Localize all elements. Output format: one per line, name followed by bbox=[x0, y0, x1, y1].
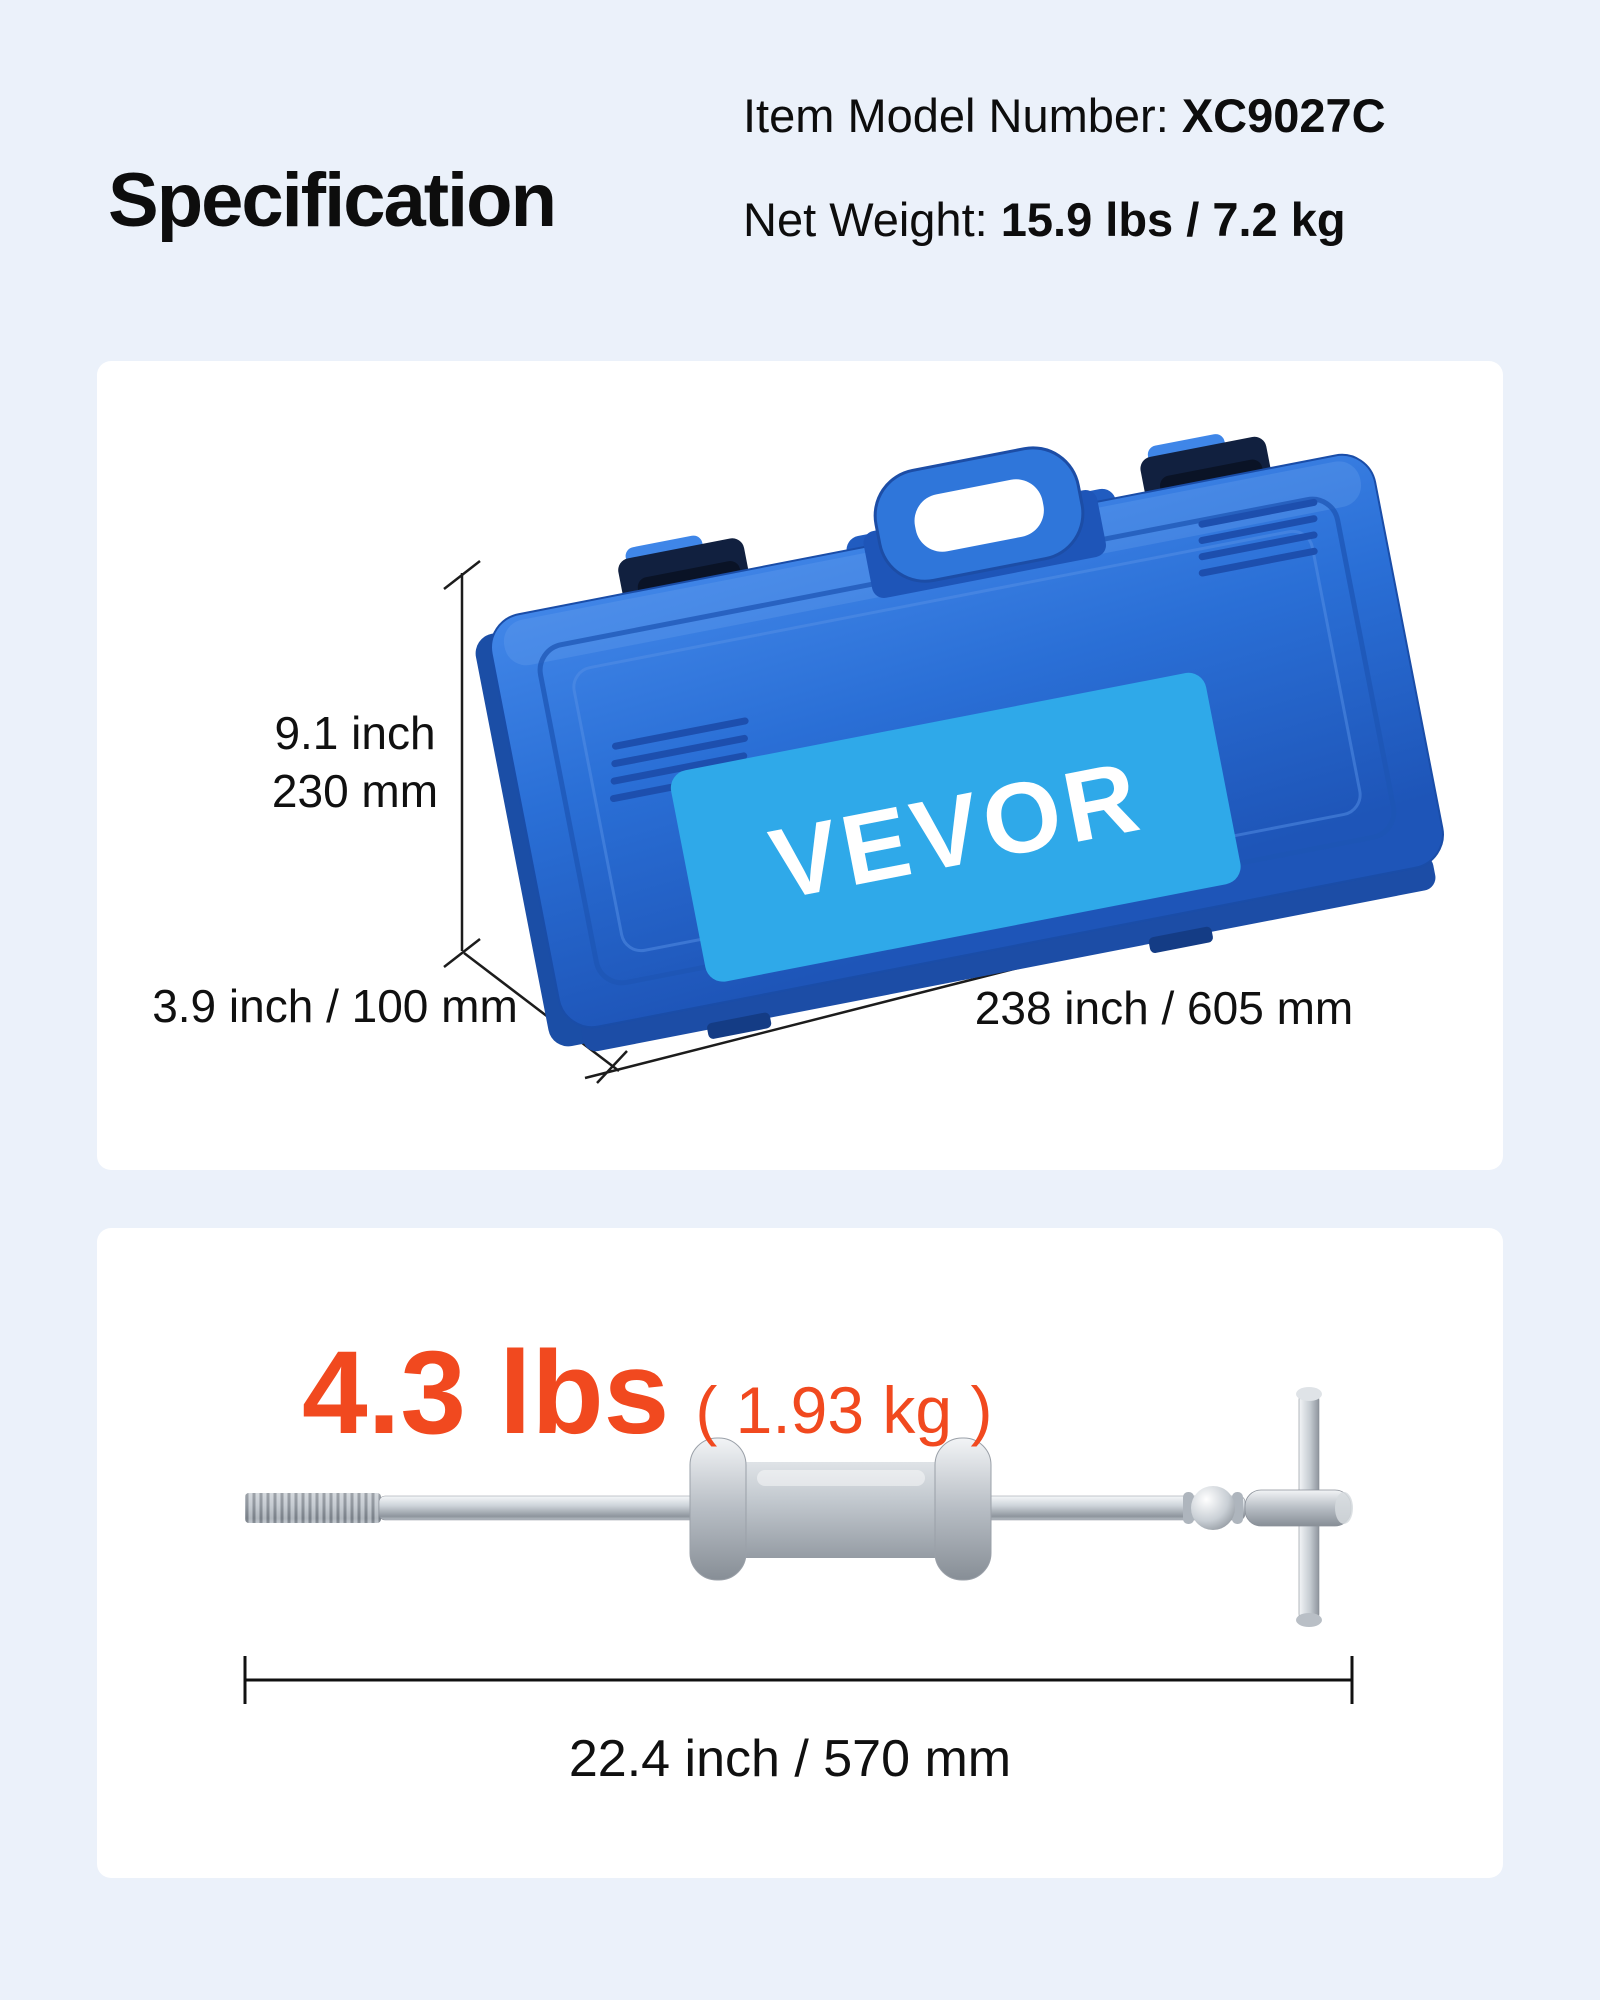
depth-dim-label: 3.9 inch / 100 mm bbox=[152, 980, 518, 1032]
vent-slots-right bbox=[1198, 498, 1318, 577]
model-number-value: XC9027C bbox=[1181, 89, 1386, 142]
depth-dim-tick bbox=[596, 1050, 628, 1084]
ball-joint bbox=[1191, 1486, 1235, 1530]
page-title: Specification bbox=[108, 157, 557, 243]
height-dim-label-mm: 230 mm bbox=[272, 765, 438, 817]
width-dim-label: 238 inch / 605 mm bbox=[975, 982, 1353, 1034]
net-weight-line: Net Weight: 15.9 lbs / 7.2 kg bbox=[743, 194, 1346, 246]
sleeve-end-cap bbox=[1335, 1492, 1353, 1524]
net-weight-value: 15.9 lbs / 7.2 kg bbox=[1000, 193, 1346, 246]
case-foot bbox=[707, 1012, 772, 1039]
hammer-flange-left bbox=[689, 1437, 747, 1581]
tool-case-illustration: VEVOR bbox=[475, 434, 1444, 1052]
hammer-weight-highlight bbox=[757, 1470, 925, 1486]
brand-panel bbox=[670, 672, 1241, 982]
handle-hole bbox=[914, 479, 1044, 552]
weight-callout: 4.3 lbs ( 1.93 kg ) bbox=[302, 1334, 992, 1452]
slide-hammer-illustration bbox=[245, 1387, 1353, 1627]
model-number-line: Item Model Number: XC9027C bbox=[743, 90, 1386, 142]
model-number-label: Item Model Number: bbox=[743, 89, 1182, 142]
weight-lbs-value: 4.3 lbs bbox=[302, 1327, 670, 1459]
depth-dim-line bbox=[463, 952, 620, 1072]
weight-kg-value: ( 1.93 kg ) bbox=[695, 1373, 993, 1447]
t-handle-cap-top bbox=[1296, 1387, 1322, 1401]
length-dim-lines bbox=[243, 1656, 1354, 1704]
height-dim-tick-bottom bbox=[443, 938, 481, 968]
tool-spec-card: 22.4 inch / 570 mm 4.3 lbs ( 1.93 kg ) bbox=[97, 1228, 1503, 1878]
length-dim-label: 22.4 inch / 570 mm bbox=[569, 1730, 1011, 1788]
hammer-weight-body bbox=[746, 1462, 936, 1558]
net-weight-label: Net Weight: bbox=[743, 193, 1001, 246]
case-foot bbox=[1148, 926, 1213, 953]
case-dimension-diagram: VEVOR 9.1 inch 230 mm 3.9 inch / 100 mm … bbox=[152, 434, 1444, 1084]
height-dim-label-inch: 9.1 inch bbox=[274, 707, 435, 759]
hammer-flange-right bbox=[934, 1437, 992, 1581]
threaded-tip-shade bbox=[245, 1493, 381, 1523]
case-spec-card: VEVOR 9.1 inch 230 mm 3.9 inch / 100 mm … bbox=[97, 361, 1503, 1170]
tool-dimension-diagram: 22.4 inch / 570 mm bbox=[243, 1387, 1354, 1788]
collar-ring bbox=[1183, 1492, 1194, 1524]
collar-ring bbox=[1232, 1492, 1243, 1524]
t-handle-cap-bottom bbox=[1296, 1613, 1322, 1627]
height-dim-tick-top bbox=[443, 560, 481, 590]
